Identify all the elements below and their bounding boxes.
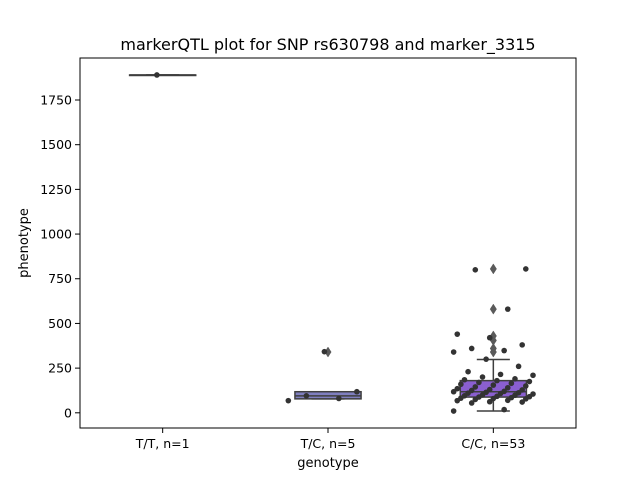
- plot-marks: [128, 72, 536, 414]
- box-group: [294, 346, 362, 400]
- strip-point: [501, 406, 507, 413]
- strip-point: [476, 379, 482, 386]
- strip-point: [458, 381, 464, 388]
- y-axis: 0 250 500 750 1000 1250 1500 1750: [40, 93, 80, 420]
- strip-point: [468, 387, 475, 394]
- strip-point: [486, 334, 493, 341]
- outlier-marker: [489, 330, 497, 342]
- outlier-marker: [489, 263, 497, 275]
- chart-title: markerQTL plot for SNP rs630798 and mark…: [120, 35, 535, 55]
- strip-point: [472, 267, 479, 273]
- strip-point: [530, 391, 536, 397]
- strip-point: [501, 388, 507, 395]
- y-tick-label: 1500: [40, 137, 72, 152]
- y-tick-label: 1000: [40, 227, 72, 242]
- strip-point: [354, 388, 360, 395]
- strip-point: [461, 376, 468, 383]
- y-tick-label: 1750: [40, 93, 72, 108]
- strip-point: [454, 385, 461, 392]
- strip-point: [504, 306, 511, 312]
- strip-point: [450, 349, 457, 355]
- strip-point: [512, 376, 518, 382]
- strip-point: [468, 400, 475, 406]
- y-tick-label: 1250: [40, 182, 72, 197]
- strip-point: [494, 377, 500, 384]
- x-tick-label: T/C, n=5: [300, 436, 356, 451]
- strip-point: [450, 408, 457, 414]
- strip-point: [454, 331, 461, 337]
- strip-point: [465, 368, 471, 375]
- y-tick-label: 500: [48, 316, 72, 331]
- strip-point: [508, 380, 515, 387]
- x-axis: T/T, n=1 T/C, n=5 C/C, n=53: [135, 428, 525, 451]
- strip-point: [486, 398, 493, 405]
- outlier-marker: [489, 303, 497, 315]
- strip-point: [522, 266, 529, 272]
- strip-point: [519, 399, 525, 405]
- strip-point: [472, 384, 479, 390]
- y-tick-label: 250: [48, 361, 72, 376]
- strip-point: [497, 371, 504, 378]
- strip-point: [486, 386, 493, 393]
- strip-point: [285, 397, 292, 404]
- strip-point: [154, 72, 160, 78]
- x-axis-label: genotype: [297, 456, 358, 471]
- box-group: [128, 74, 197, 77]
- y-tick-label: 750: [48, 271, 72, 286]
- strip-point: [530, 372, 536, 379]
- strip-point: [468, 345, 475, 352]
- outlier-marker: [489, 342, 497, 354]
- strip-point: [501, 347, 507, 354]
- strip-point: [490, 382, 497, 388]
- strip-point: [321, 348, 328, 355]
- strip-point: [336, 395, 342, 402]
- x-tick-label: C/C, n=53: [461, 436, 525, 451]
- strip-point: [515, 363, 522, 370]
- strip-point: [483, 356, 489, 362]
- strip-point: [519, 342, 525, 348]
- strip-point: [479, 374, 486, 380]
- x-tick-label: T/T, n=1: [135, 436, 190, 451]
- strip-point: [522, 383, 529, 389]
- strip-point: [504, 384, 511, 391]
- strip-point: [519, 387, 525, 393]
- strip-point: [303, 393, 310, 399]
- strip-point: [526, 378, 533, 385]
- y-tick-label: 0: [64, 405, 72, 420]
- y-axis-label: phenotype: [17, 208, 32, 278]
